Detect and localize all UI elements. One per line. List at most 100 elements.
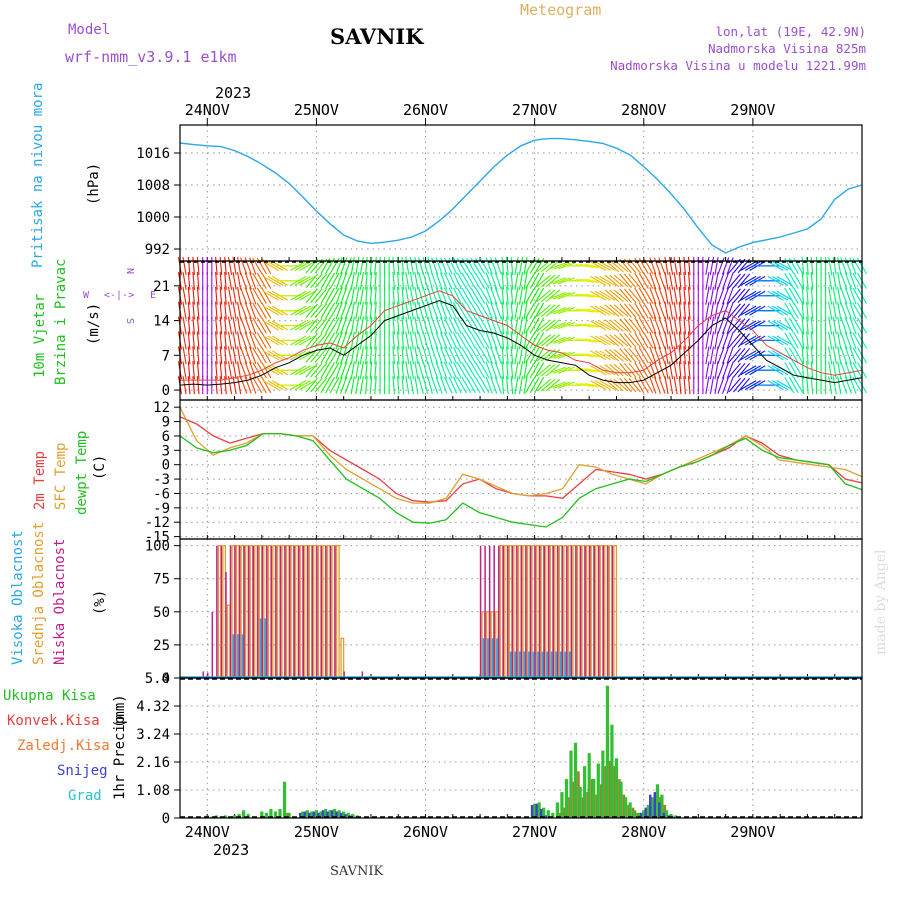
- wind-arrow: [359, 331, 364, 350]
- wind-arrow: [405, 361, 410, 380]
- wind-arrow: [431, 316, 439, 335]
- total-precip-bar: [605, 685, 609, 818]
- wind-arrow: [314, 303, 328, 318]
- wind-arrow: [466, 377, 476, 394]
- wind-arrow: [664, 361, 669, 380]
- wind-arrow: [832, 331, 837, 350]
- wind-arrow: [590, 260, 607, 271]
- wind-arrow: [443, 302, 453, 320]
- wind-arrow: [604, 349, 620, 362]
- wind-arrow: [705, 286, 710, 305]
- wind-arrow: [840, 361, 848, 379]
- wind-arrow: [453, 317, 462, 334]
- wind-gust-line: [180, 290, 863, 381]
- snow-bar: [339, 812, 343, 818]
- wind-arrow: [580, 368, 599, 373]
- mid-cloud-bar: [290, 544, 295, 679]
- wind-arrow: [440, 287, 448, 305]
- y-tick-label: 4.32: [136, 699, 170, 715]
- wind-arrow: [359, 376, 364, 395]
- wind-arrow: [215, 286, 218, 305]
- mid-cloud-bar: [249, 544, 254, 679]
- wind-arrow: [536, 304, 551, 317]
- wind-arrow: [733, 288, 746, 303]
- wind-arrow: [187, 331, 191, 350]
- wind-arrow: [737, 362, 750, 378]
- total-precip-bar: [273, 811, 278, 818]
- wind-arrow: [448, 272, 458, 290]
- wind-arrow: [705, 361, 710, 380]
- wind-arrow: [435, 331, 443, 350]
- wind-arrow: [793, 272, 804, 289]
- legend-freezing-rain: Zaledj.Kisa: [17, 738, 110, 754]
- wind-arrow: [310, 318, 323, 333]
- top-day-label: 24NOV: [185, 101, 230, 119]
- wind-arrow: [709, 361, 715, 380]
- wind-arrow: [705, 301, 710, 320]
- wind-arrow: [192, 256, 195, 275]
- wind-arrow: [392, 361, 396, 380]
- wind-arrow: [623, 333, 637, 348]
- wind-arrow: [534, 317, 545, 334]
- wind-arrow: [545, 304, 561, 317]
- wind-arrow: [418, 346, 424, 365]
- wind-arrow: [545, 334, 561, 347]
- wind-arrow: [594, 320, 611, 331]
- wind-arrow: [414, 271, 419, 290]
- wind-arrow: [461, 332, 472, 349]
- wind-arrow: [717, 287, 725, 305]
- wind-arrow: [396, 316, 400, 335]
- mid-cloud-bar: [340, 637, 345, 679]
- bottom-day-label: 25NOV: [294, 823, 339, 841]
- top-day-labels: 24NOV 25NOV 26NOV 27NOV 28NOV 29NOV: [185, 101, 775, 125]
- wind-arrow: [369, 376, 373, 395]
- wind-arrow: [501, 346, 505, 365]
- wind-arrow: [215, 361, 218, 380]
- wind-arrow: [501, 301, 505, 320]
- wind-arrow: [359, 257, 364, 275]
- y-tick-label: 7: [162, 348, 170, 364]
- wind-arrow: [726, 272, 734, 290]
- wind-arrow: [470, 302, 481, 319]
- wind-arrow: [479, 377, 490, 394]
- wind-arrow: [726, 346, 734, 364]
- wind-arrow: [548, 336, 567, 345]
- wind-arrow: [828, 316, 833, 335]
- wind-arrow: [290, 350, 307, 361]
- wind-arrow: [405, 376, 410, 395]
- wind-arrow: [849, 287, 857, 305]
- wind-arrow: [466, 302, 476, 319]
- wind-arrow: [784, 272, 795, 289]
- wind-arrow: [545, 259, 561, 273]
- wind-arrow: [355, 301, 360, 320]
- total-precip-bar: [633, 810, 637, 818]
- wind-arrow: [431, 361, 439, 379]
- wind-arrow: [548, 366, 567, 374]
- wind-arrow: [249, 287, 257, 305]
- total-precip-bar: [346, 812, 350, 818]
- wind-arrow: [590, 320, 607, 331]
- wind-arrow: [224, 361, 227, 380]
- wind-arrow: [305, 377, 319, 393]
- snow-bar: [639, 812, 643, 818]
- wind-arrow: [232, 286, 237, 305]
- wind-arrow: [267, 320, 284, 331]
- pressure-line: [179, 137, 863, 254]
- wind-arrow: [852, 302, 863, 319]
- wind-arrow: [658, 376, 666, 394]
- wind-arrow: [726, 257, 734, 275]
- wind-arrow: [232, 316, 237, 335]
- conv-precip-bar: [568, 797, 571, 818]
- wind-arrow: [448, 332, 458, 349]
- wind-arrow: [613, 274, 629, 288]
- wind-arrow: [514, 346, 519, 365]
- wind-arrow: [227, 346, 233, 365]
- top-day-label: 28NOV: [621, 101, 666, 119]
- wind-arrow: [240, 257, 248, 275]
- total-precip-bar: [314, 810, 318, 818]
- wind-arrow: [187, 346, 191, 365]
- wind-arrow: [510, 301, 514, 320]
- wind-arrow: [401, 361, 405, 380]
- wind-arrow: [244, 301, 252, 320]
- wind-arrow: [553, 381, 571, 389]
